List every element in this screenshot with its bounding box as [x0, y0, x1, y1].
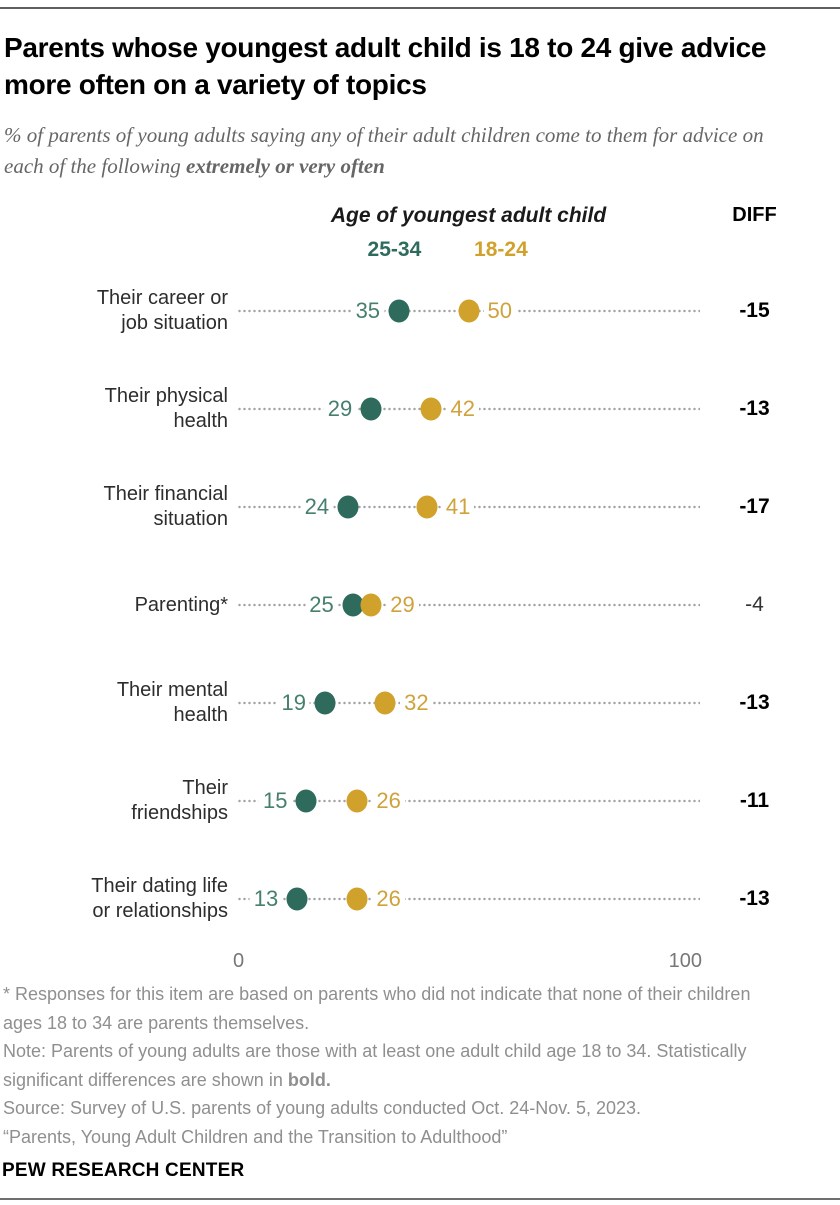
chart-row: Their dating life or relationships 13 26 …	[0, 850, 840, 948]
value-label-25-34: 24	[300, 494, 334, 520]
chart-row: Their physical health 29 42 -13	[0, 360, 840, 458]
source-line: Source: Survey of U.S. parents of young …	[3, 1098, 642, 1118]
chart-row: Their friendships 15 26 -11	[0, 752, 840, 850]
chart-row: Their financial situation 24 41 -17	[0, 458, 840, 556]
brand-wordmark: PEW RESEARCH CENTER	[2, 1160, 245, 1181]
dot-25-34	[342, 593, 364, 617]
diff-value: -13	[739, 691, 770, 714]
diff-value: -15	[739, 299, 770, 322]
value-label-25-34: 35	[351, 298, 385, 324]
dot-18-24	[374, 691, 396, 715]
chart-header-row: Age of youngest adult child DIFF	[0, 204, 840, 228]
dotted-leader-line	[237, 897, 700, 901]
legend-item-25-34: 25-34	[367, 238, 422, 261]
subtitle-regular: % of parents of young adults saying any …	[4, 123, 764, 178]
dot-18-24	[420, 397, 442, 421]
report-title-line: “Parents, Young Adult Children and the T…	[3, 1126, 508, 1147]
value-label-25-34: 29	[323, 396, 357, 422]
x-axis: 0 100	[0, 948, 840, 974]
category-label: Their dating life or relationships	[91, 875, 228, 922]
value-label-18-24: 29	[386, 592, 419, 618]
value-label-18-24: 50	[483, 298, 516, 324]
category-label: Parenting*	[134, 593, 228, 616]
footnote-asterisk: * Responses for this item are based on p…	[3, 984, 751, 1033]
chart-subtitle: % of parents of young adults saying any …	[4, 120, 784, 182]
x-axis-slot: 0 100	[233, 948, 702, 974]
diff-value: -11	[739, 789, 770, 812]
dotted-leader-line	[237, 603, 700, 607]
category-label: Their friendships	[131, 777, 228, 824]
diff-value: -13	[739, 887, 770, 910]
x-axis-tick-min: 0	[233, 950, 245, 972]
row-plot-area: 29 42	[237, 360, 700, 458]
dot-18-24	[346, 887, 368, 911]
x-axis-tick-max: 100	[668, 950, 702, 972]
chart-row: Parenting* 25 29 -4	[0, 556, 840, 654]
category-label: Their physical health	[104, 385, 228, 432]
category-label: Their financial situation	[103, 483, 228, 530]
dot-25-34	[314, 691, 336, 715]
diff-value: -4	[745, 593, 764, 616]
note-regular: Note: Parents of young adults are those …	[3, 1041, 747, 1090]
notes-block: * Responses for this item are based on p…	[3, 980, 768, 1151]
dot-25-34	[295, 789, 317, 813]
dot-25-34	[337, 495, 359, 519]
dot-18-24	[360, 593, 382, 617]
dotted-leader-line	[237, 799, 700, 803]
diff-value: -17	[739, 495, 770, 518]
chart-title: Parents whose youngest adult child is 18…	[4, 32, 767, 100]
row-plot-area: 25 29	[237, 556, 700, 654]
row-plot-area: 19 32	[237, 654, 700, 752]
legend-item-18-24: 18-24	[474, 238, 528, 261]
row-plot-area: 15 26	[237, 752, 700, 850]
dotted-leader-line	[237, 701, 700, 705]
row-plot-area: 35 50	[237, 262, 700, 360]
value-label-25-34: 19	[277, 690, 310, 716]
value-label-18-24: 41	[441, 494, 475, 520]
top-divider	[0, 7, 840, 9]
value-label-25-34: 15	[258, 788, 292, 814]
diff-column-header: DIFF	[732, 204, 777, 226]
chart-row: Their mental health 19 32 -13	[0, 654, 840, 752]
value-label-25-34: 25	[305, 592, 338, 618]
legend-row: 25-34 18-24	[0, 238, 840, 262]
legend-slot: 25-34 18-24	[237, 238, 700, 262]
value-label-18-24: 42	[446, 396, 479, 422]
dot-18-24	[346, 789, 368, 813]
value-label-18-24: 26	[372, 886, 405, 912]
row-plot-area: 24 41	[237, 458, 700, 556]
subtitle-emphasis: extremely or very often	[185, 154, 385, 178]
legend-title: Age of youngest adult child	[330, 204, 607, 227]
category-label: Their mental health	[116, 679, 228, 726]
category-label: Their career or job situation	[96, 287, 228, 334]
value-label-18-24: 26	[372, 788, 405, 814]
dot-25-34	[388, 299, 410, 323]
chart-row: Their career or job situation 35 50 -15	[0, 262, 840, 360]
dot-18-24	[458, 299, 479, 323]
note-bold-word: bold.	[287, 1069, 331, 1090]
value-label-18-24: 32	[400, 690, 433, 716]
diff-value: -13	[739, 397, 770, 420]
value-label-25-34: 13	[249, 886, 283, 912]
dot-18-24	[416, 495, 438, 519]
dot-plot-rows: Their career or job situation 35 50 -15 T…	[0, 262, 840, 948]
pew-chart-card: Parents whose youngest adult child is 18…	[0, 7, 840, 1205]
dot-25-34	[360, 397, 382, 421]
bottom-divider	[0, 1198, 840, 1200]
dot-25-34	[286, 887, 308, 911]
row-plot-area: 13 26	[237, 850, 700, 948]
note-significance: Note: Parents of young adults are those …	[3, 1037, 768, 1094]
